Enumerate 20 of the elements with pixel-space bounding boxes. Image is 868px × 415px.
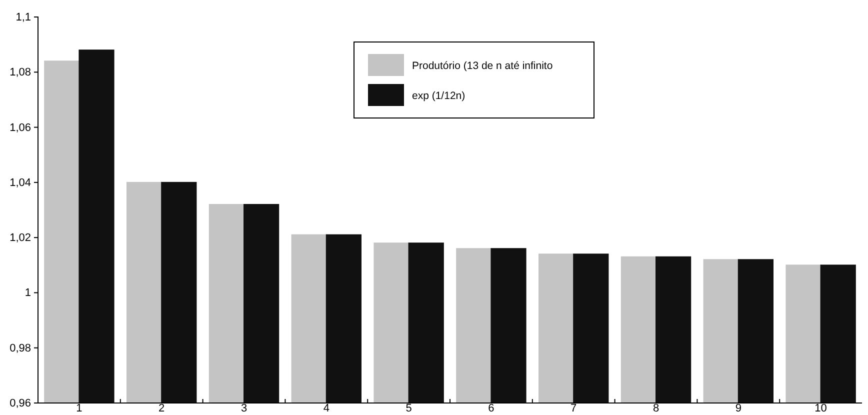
y-tick-label: 0,98	[10, 342, 31, 354]
x-tick-label: 5	[406, 402, 412, 414]
x-tick-label: 2	[158, 402, 165, 414]
y-tick-label: 1	[24, 287, 31, 300]
x-tick-label: 6	[488, 402, 494, 414]
x-tick-label: 10	[814, 402, 827, 414]
y-tick-label: 1,04	[10, 176, 31, 189]
x-tick-label: 3	[240, 402, 248, 414]
legend-label: exp (1/12n)	[412, 90, 466, 102]
y-tick-label: 1,1	[16, 12, 31, 24]
y-tick-label: 1,02	[10, 232, 31, 244]
x-tick-label: 4	[323, 402, 330, 414]
x-tick-label: 9	[735, 402, 742, 414]
y-tick-label: 1,06	[10, 122, 31, 134]
x-tick-label: 7	[570, 402, 577, 414]
x-tick-label: 1	[76, 402, 82, 414]
y-tick-label: 1,08	[10, 66, 31, 79]
x-tick-label: 8	[652, 402, 660, 414]
y-tick-label: 0,96	[10, 398, 31, 410]
legend-label: Produtório (13 de n até infinito	[412, 60, 553, 72]
